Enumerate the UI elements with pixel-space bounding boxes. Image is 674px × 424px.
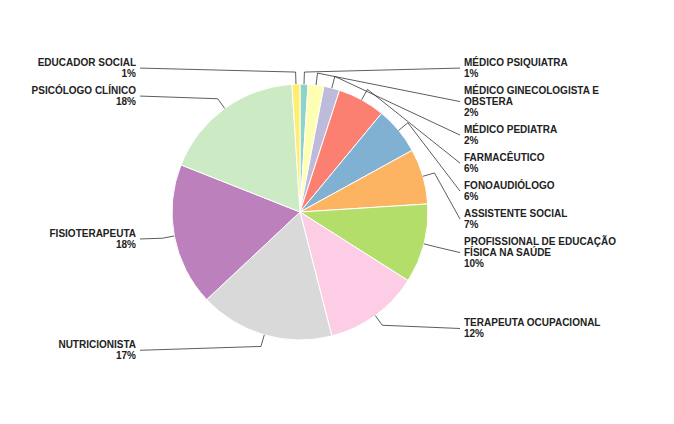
chart: MÉDICO PSIQUIATRA1%MÉDICO GINECOLOGISTA … [0,0,674,424]
leader-line [423,173,460,219]
leader-line [399,123,460,191]
leader-lines [140,68,460,350]
leader-line [140,335,264,350]
labels: MÉDICO PSIQUIATRA1%MÉDICO GINECOLOGISTA … [32,56,617,361]
leader-line [375,316,460,329]
leader-line [424,244,460,253]
pie-slice [292,84,300,212]
value-label: 7% [464,219,479,230]
value-label: 6% [464,163,479,174]
value-label: 6% [464,191,479,202]
value-label: 18% [116,96,136,107]
value-label: 17% [116,350,136,361]
value-label: 2% [464,107,479,118]
pie: MÉDICO PSIQUIATRA1%MÉDICO GINECOLOGISTA … [32,56,617,361]
slice-label: NUTRICIONISTA [58,339,136,350]
slice-label: MÉDICO PSIQUIATRA [464,56,568,68]
slice-label: EDUCADOR SOCIAL [38,57,136,68]
value-label: 18% [116,239,136,250]
leader-line [332,76,460,135]
leader-line [140,236,174,239]
value-label: 1% [122,68,137,79]
slice-label: TERAPEUTA OCUPACIONAL [464,317,600,328]
pie-slice [181,84,300,212]
slice-label: FISIOTERAPEUTA [50,228,136,239]
value-label: 10% [464,258,484,269]
leader-line [304,68,460,84]
slice-label: MÉDICO PEDIATRA [464,123,557,135]
slice-label: ASSISTENTE SOCIAL [464,208,567,219]
slice-label: PSICÓLOGO CLÍNICO [32,84,137,96]
value-label: 2% [464,135,479,146]
slice-label: FARMACÊUTICO [464,151,545,163]
slice-label: MÉDICO GINECOLOGISTA EOBSTERA [464,84,599,107]
leader-line [140,68,296,84]
leader-line [140,96,225,108]
value-label: 12% [464,328,484,339]
pie-slice [300,150,428,212]
slice-label: FONOAUDIÓLOGO [464,179,555,191]
slice-label: PROFISSIONAL DE EDUCAÇÃOFÍSICA NA SAÚDE [464,235,616,258]
value-label: 1% [464,68,479,79]
